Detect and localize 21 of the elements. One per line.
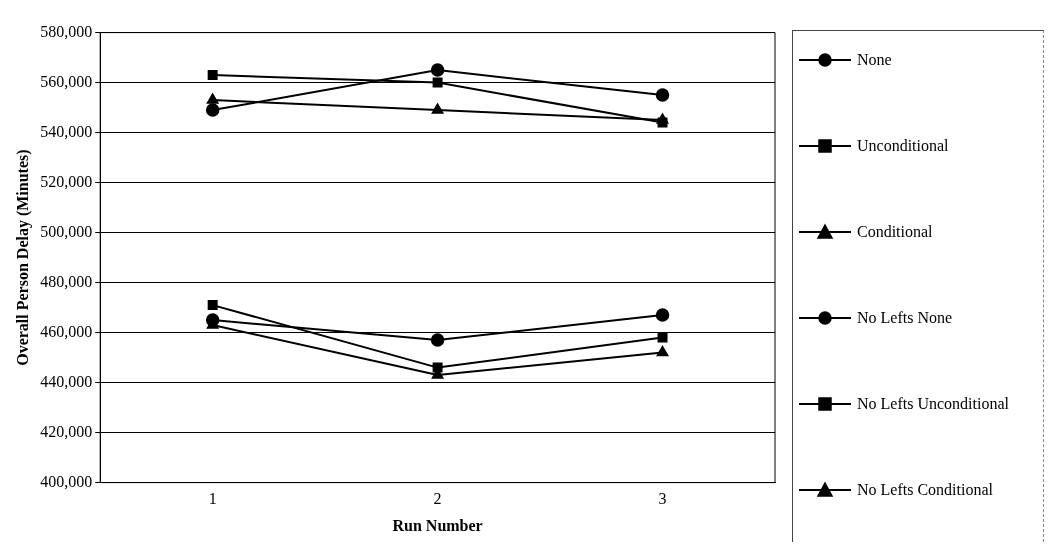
y-tick-label: 440,000 xyxy=(40,372,93,390)
x-tick-label: 2 xyxy=(433,490,442,508)
legend-label: None xyxy=(857,51,892,69)
y-tick-label: 560,000 xyxy=(40,72,93,90)
y-tick-label: 520,000 xyxy=(40,172,93,190)
y-tick-label: 420,000 xyxy=(40,422,93,440)
legend-label: No Lefts None xyxy=(857,309,953,327)
y-tick-label: 540,000 xyxy=(40,122,93,140)
legend-label: Conditional xyxy=(857,223,933,241)
y-tick-label: 580,000 xyxy=(40,22,93,40)
y-tick-label: 400,000 xyxy=(40,472,93,490)
x-tick-label: 1 xyxy=(208,490,217,508)
legend-label: Unconditional xyxy=(857,137,949,155)
x-tick-label: 3 xyxy=(658,490,667,508)
y-axis-title: Overall Person Delay (Minutes) xyxy=(13,149,32,366)
x-axis-title: Run Number xyxy=(392,516,483,534)
y-tick-label: 480,000 xyxy=(40,272,93,290)
legend-label: No Lefts Unconditional xyxy=(857,395,1009,413)
y-tick-label: 500,000 xyxy=(40,222,93,240)
legend-label: No Lefts Conditional xyxy=(857,481,993,499)
y-tick-label: 460,000 xyxy=(40,322,93,340)
